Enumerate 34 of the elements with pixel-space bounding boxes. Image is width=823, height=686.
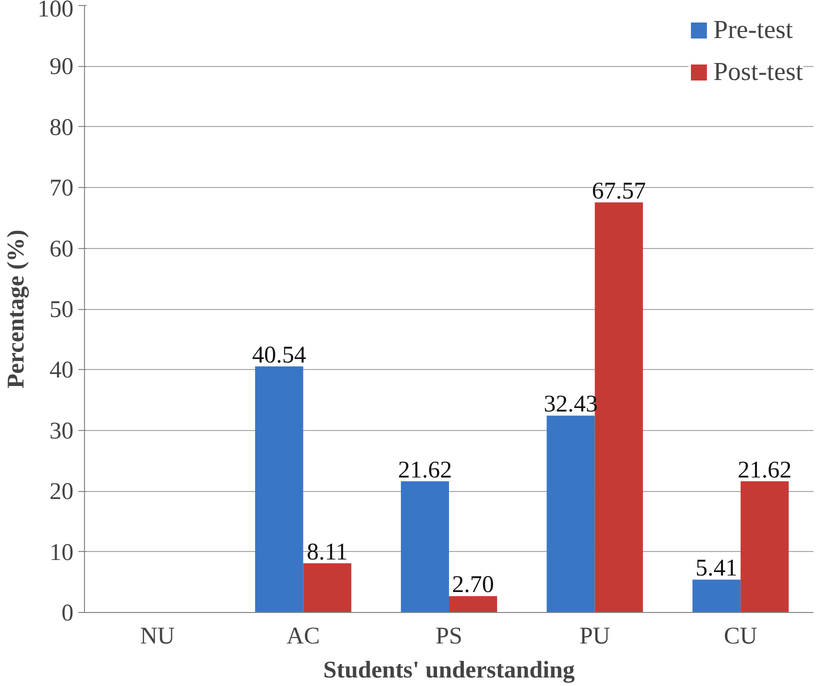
bar xyxy=(740,481,789,612)
x-tick-label: PU xyxy=(579,624,610,650)
y-tick-label: 40 xyxy=(50,358,74,384)
bar xyxy=(255,366,304,612)
data-label: 40.54 xyxy=(252,342,306,368)
data-label: 21.62 xyxy=(738,457,792,484)
legend-label: Pre-test xyxy=(713,15,793,45)
x-tick-label: PS xyxy=(436,624,462,650)
y-tick-label: 20 xyxy=(50,479,74,506)
data-label: 67.57 xyxy=(592,178,646,204)
y-tick-label: 0 xyxy=(62,600,74,626)
data-label: 5.41 xyxy=(696,556,738,582)
y-axis-title: Percentage (%) xyxy=(4,230,30,388)
x-axis-title: Students' understanding xyxy=(323,658,575,684)
y-tick-label: 70 xyxy=(50,176,74,202)
bar xyxy=(303,563,352,612)
bar xyxy=(400,481,449,612)
y-tick-label: 80 xyxy=(50,114,74,141)
data-label: 21.62 xyxy=(398,457,452,484)
legend-label: Post-test xyxy=(713,57,803,87)
x-tick-label: CU xyxy=(724,624,758,650)
y-tick-label: 90 xyxy=(50,54,74,80)
data-label: 2.70 xyxy=(452,572,494,598)
y-tick-label: 100 xyxy=(38,0,74,22)
bar xyxy=(546,416,595,612)
y-tick-label: 10 xyxy=(50,540,74,566)
y-tick-label: 50 xyxy=(50,297,74,323)
x-tick-label: AC xyxy=(286,624,320,650)
bar xyxy=(692,580,741,612)
data-label: 8.11 xyxy=(306,539,348,566)
y-tick-label: 30 xyxy=(50,418,74,444)
bar xyxy=(449,596,498,612)
y-tick-label: 60 xyxy=(50,236,74,262)
x-tick-label: NU xyxy=(140,624,175,650)
